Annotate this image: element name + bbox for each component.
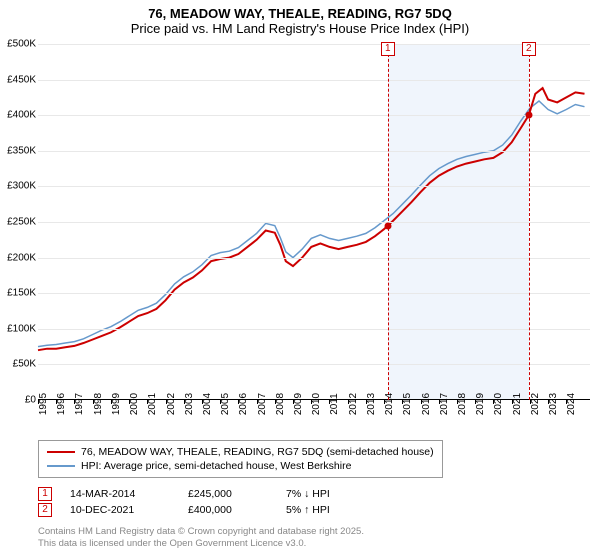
x-tick-label: 2007 xyxy=(257,393,268,415)
y-tick-label: £200K xyxy=(7,252,36,263)
footer-line2: This data is licensed under the Open Gov… xyxy=(38,538,364,550)
series-line xyxy=(38,88,585,350)
legend-swatch xyxy=(47,465,75,467)
marker-dot xyxy=(525,112,532,119)
x-tick-label: 2014 xyxy=(384,393,395,415)
x-tick-label: 2021 xyxy=(512,393,523,415)
gridline xyxy=(38,44,590,45)
x-tick-label: 2024 xyxy=(566,393,577,415)
x-tick-label: 1995 xyxy=(38,393,49,415)
x-tick-label: 2010 xyxy=(311,393,322,415)
gridline xyxy=(38,258,590,259)
y-tick-label: £300K xyxy=(7,181,36,192)
x-tick-label: 2012 xyxy=(348,393,359,415)
x-tick-label: 1998 xyxy=(93,393,104,415)
y-tick-label: £400K xyxy=(7,110,36,121)
x-tick-label: 2002 xyxy=(166,393,177,415)
x-tick-label: 2008 xyxy=(275,393,286,415)
x-tick-label: 2004 xyxy=(202,393,213,415)
y-tick-label: £150K xyxy=(7,288,36,299)
footer-line1: Contains HM Land Registry data © Crown c… xyxy=(38,526,364,538)
sale-hpi-delta: 5% ↑ HPI xyxy=(286,504,366,516)
footer-attribution: Contains HM Land Registry data © Crown c… xyxy=(38,526,364,550)
legend: 76, MEADOW WAY, THEALE, READING, RG7 5DQ… xyxy=(38,440,443,478)
legend-item: HPI: Average price, semi-detached house,… xyxy=(47,459,434,473)
x-tick-label: 1996 xyxy=(56,393,67,415)
sale-price: £245,000 xyxy=(188,488,268,500)
x-tick-label: 2013 xyxy=(366,393,377,415)
legend-item: 76, MEADOW WAY, THEALE, READING, RG7 5DQ… xyxy=(47,445,434,459)
x-axis: 1995199619971998199920002001200220032004… xyxy=(38,400,590,440)
x-tick-label: 2016 xyxy=(421,393,432,415)
x-tick-label: 2000 xyxy=(129,393,140,415)
legend-swatch xyxy=(47,451,75,453)
marker-dot xyxy=(384,222,391,229)
y-tick-label: £250K xyxy=(7,217,36,228)
sale-date: 10-DEC-2021 xyxy=(70,504,170,516)
x-tick-label: 2011 xyxy=(329,393,340,415)
y-tick-label: £0 xyxy=(25,395,36,406)
x-tick-label: 1997 xyxy=(74,393,85,415)
marker-label: 1 xyxy=(381,42,395,56)
x-tick-label: 2005 xyxy=(220,393,231,415)
x-tick-label: 2015 xyxy=(402,393,413,415)
gridline xyxy=(38,186,590,187)
gridline xyxy=(38,293,590,294)
sale-price: £400,000 xyxy=(188,504,268,516)
x-tick-label: 2017 xyxy=(439,393,450,415)
x-tick-label: 2009 xyxy=(293,393,304,415)
sale-row: 1 14-MAR-2014 £245,000 7% ↓ HPI xyxy=(38,486,366,502)
gridline xyxy=(38,80,590,81)
title-subtitle: Price paid vs. HM Land Registry's House … xyxy=(0,21,600,36)
y-tick-label: £350K xyxy=(7,145,36,156)
y-tick-label: £50K xyxy=(13,359,36,370)
y-axis: £0£50K£100K£150K£200K£250K£300K£350K£400… xyxy=(0,44,38,400)
gridline xyxy=(38,115,590,116)
y-tick-label: £450K xyxy=(7,74,36,85)
sales-table: 1 14-MAR-2014 £245,000 7% ↓ HPI 2 10-DEC-2021… xyxy=(38,486,366,518)
y-tick-label: £500K xyxy=(7,39,36,50)
sale-hpi-delta: 7% ↓ HPI xyxy=(286,488,366,500)
sale-marker: 2 xyxy=(38,503,52,517)
gridline xyxy=(38,329,590,330)
plot-area: 12 xyxy=(38,44,590,400)
x-tick-label: 2023 xyxy=(548,393,559,415)
y-tick-label: £100K xyxy=(7,323,36,334)
gridline xyxy=(38,364,590,365)
legend-label: 76, MEADOW WAY, THEALE, READING, RG7 5DQ… xyxy=(81,446,434,458)
sale-marker: 1 xyxy=(38,487,52,501)
gridline xyxy=(38,222,590,223)
x-tick-label: 2022 xyxy=(530,393,541,415)
x-tick-label: 2018 xyxy=(457,393,468,415)
chart-title: 76, MEADOW WAY, THEALE, READING, RG7 5DQ… xyxy=(0,0,600,38)
chart-container: 76, MEADOW WAY, THEALE, READING, RG7 5DQ… xyxy=(0,0,600,560)
x-tick-label: 2001 xyxy=(147,393,158,415)
x-tick-label: 2006 xyxy=(238,393,249,415)
x-tick-label: 2019 xyxy=(475,393,486,415)
marker-label: 2 xyxy=(522,42,536,56)
sale-date: 14-MAR-2014 xyxy=(70,488,170,500)
x-tick-label: 2003 xyxy=(184,393,195,415)
series-line xyxy=(38,101,585,347)
x-tick-label: 2020 xyxy=(493,393,504,415)
x-tick-label: 1999 xyxy=(111,393,122,415)
title-address: 76, MEADOW WAY, THEALE, READING, RG7 5DQ xyxy=(0,6,600,21)
gridline xyxy=(38,151,590,152)
sale-row: 2 10-DEC-2021 £400,000 5% ↑ HPI xyxy=(38,502,366,518)
legend-label: HPI: Average price, semi-detached house,… xyxy=(81,460,351,472)
marker-line xyxy=(529,44,530,400)
